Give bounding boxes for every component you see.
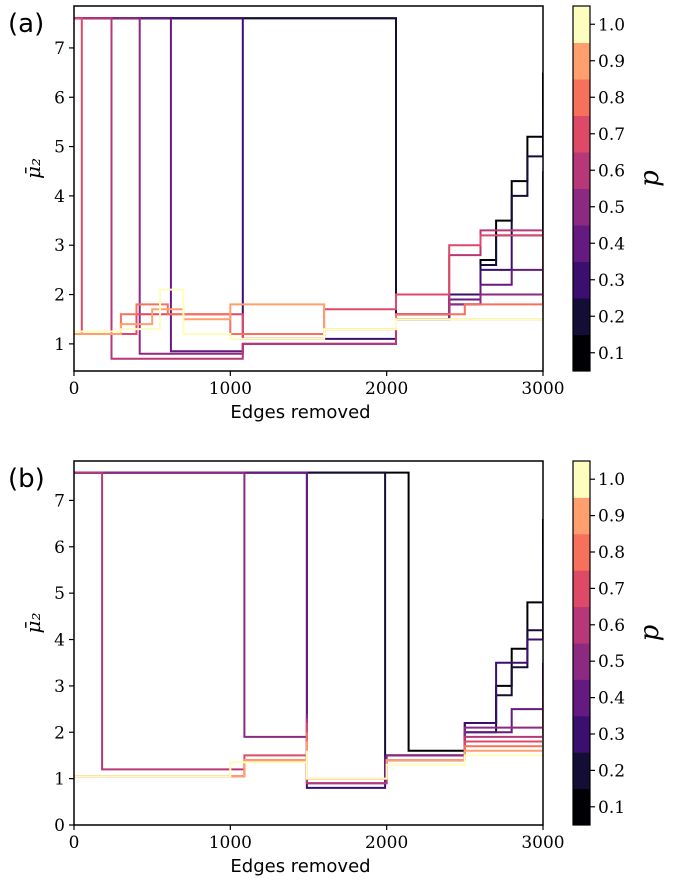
y-tick-label: 5 — [54, 138, 65, 158]
colorbar-segment — [573, 42, 590, 80]
colorbar-tick-label: 0.6 — [598, 161, 625, 181]
series-line-p-0-2 — [74, 17, 543, 321]
series-line-p-0-5 — [74, 17, 543, 355]
series-group — [74, 471, 543, 789]
colorbar-tick-label: 0.9 — [598, 52, 625, 72]
colorbar-tick-label: 0.2 — [598, 761, 625, 781]
colorbar-segment — [573, 752, 590, 790]
x-tick-label: 3000 — [521, 379, 564, 399]
colorbar-tick-label: 0.7 — [598, 579, 625, 599]
chart-panel-a: (a) 0 1000 2000 3000 1 2 3 4 5 6 7 Edges removed μ̄₂ 0… — [8, 5, 665, 423]
colorbar: 0.1 0.2 0.3 0.4 0.5 0.6 0.7 0.8 0.9 1.0 p — [572, 5, 665, 372]
y-tick-label: 7 — [54, 491, 65, 511]
colorbar-tick-label: 0.5 — [598, 198, 625, 218]
colorbar-segment — [573, 570, 590, 608]
colorbar-tick-label: 0.5 — [598, 652, 625, 672]
plot-frame — [73, 5, 544, 372]
y-tick-label: 4 — [54, 631, 65, 651]
colorbar-tick-label: 0.4 — [598, 689, 625, 709]
y-tick-label: 1 — [54, 770, 65, 790]
colorbar-segment — [573, 261, 590, 299]
colorbar-tick-label: 0.8 — [598, 543, 625, 563]
colorbar-segment — [573, 461, 590, 498]
colorbar-segment — [573, 115, 590, 153]
x-axis-label: Edges removed — [230, 856, 370, 877]
y-tick-label: 5 — [54, 584, 65, 604]
colorbar-segment — [573, 152, 590, 189]
series-line-p-0-7 — [74, 17, 543, 340]
x-tick-label: 2000 — [365, 833, 408, 853]
series-line-p-1 — [74, 288, 543, 340]
colorbar-tick-label: 0.4 — [598, 234, 625, 254]
y-tick-label: 1 — [54, 335, 65, 355]
colorbar-segment — [573, 606, 590, 644]
y-tick-label: 6 — [54, 88, 65, 108]
panel-label: (a) — [8, 9, 44, 39]
series-line-p-0-6 — [74, 17, 543, 360]
colorbar-segment — [573, 679, 590, 717]
colorbar-tick-label: 0.2 — [598, 307, 625, 327]
colorbar-tick-label: 0.7 — [598, 125, 625, 145]
colorbar-tick-label: 0.1 — [598, 798, 625, 818]
colorbar-tick-label: 0.3 — [598, 271, 625, 291]
series-line-p-0-2 — [74, 471, 543, 757]
series-line-p-0-3 — [74, 471, 543, 789]
colorbar-segment — [573, 225, 590, 262]
x-tick-label: 2000 — [365, 379, 408, 399]
colorbar-tick-label: 1.0 — [598, 15, 625, 35]
y-tick-label: 3 — [54, 677, 65, 697]
series-group — [74, 17, 543, 360]
colorbar-tick-label: 0.6 — [598, 616, 625, 636]
y-tick-label: 6 — [54, 538, 65, 558]
colorbar: 0.1 0.2 0.3 0.4 0.5 0.6 0.7 0.8 0.9 1.0 p — [572, 460, 665, 826]
colorbar-tick-label: 0.1 — [598, 344, 625, 364]
panel-label: (b) — [8, 464, 45, 494]
colorbar-segment — [573, 643, 590, 680]
colorbar-tick-label: 0.8 — [598, 88, 625, 108]
y-tick-label: 0 — [54, 816, 65, 836]
colorbar-segment — [573, 6, 590, 43]
series-line-p-1 — [74, 736, 543, 780]
y-tick-label: 3 — [54, 236, 65, 256]
x-tick-label: 3000 — [521, 833, 564, 853]
colorbar-tick-label: 0.9 — [598, 507, 625, 527]
colorbar-label: p — [635, 170, 665, 187]
series-line-p-0-6 — [74, 471, 543, 785]
x-axis-label: Edges removed — [230, 402, 370, 423]
colorbar-frame — [572, 460, 591, 826]
y-tick-label: 4 — [54, 187, 65, 207]
colorbar-label: p — [635, 624, 665, 641]
series-line-p-0-1 — [74, 17, 543, 321]
series-line-p-0-3 — [74, 17, 543, 340]
colorbar-segment — [573, 533, 590, 571]
chart-panel-b: (b) 0 1000 2000 3000 0 1 2 3 4 5 6 7 Edges removed μ̄₂… — [8, 460, 665, 877]
colorbar-segment — [573, 715, 590, 753]
x-tick-label: 1000 — [209, 379, 252, 399]
y-axis-label: μ̄₂ — [21, 158, 45, 179]
colorbar-segment — [573, 298, 590, 335]
y-tick-label: 7 — [54, 39, 65, 59]
colorbar-segment — [573, 188, 590, 226]
x-tick-label: 0 — [69, 379, 80, 399]
colorbar-segment — [573, 334, 590, 372]
x-tick-label: 1000 — [209, 833, 252, 853]
colorbar-segment — [573, 79, 590, 116]
colorbar-frame — [572, 5, 591, 372]
colorbar-segment — [573, 497, 590, 535]
series-line-p-0-4 — [74, 17, 543, 353]
y-tick-label: 2 — [54, 723, 65, 743]
plot-frame — [73, 460, 544, 826]
colorbar-segment — [573, 788, 590, 826]
series-line-p-0-1 — [74, 471, 543, 752]
y-axis-label: μ̄₂ — [21, 612, 45, 633]
y-tick-label: 2 — [54, 286, 65, 306]
colorbar-tick-label: 1.0 — [598, 470, 625, 490]
x-tick-label: 0 — [69, 833, 80, 853]
colorbar-tick-label: 0.3 — [598, 725, 625, 745]
